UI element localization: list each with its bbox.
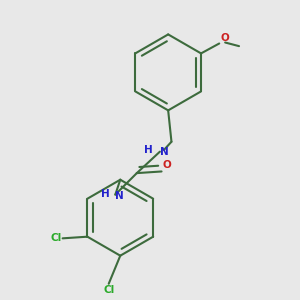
Text: Cl: Cl: [103, 285, 114, 296]
Text: O: O: [220, 32, 229, 43]
Text: H: H: [101, 189, 110, 199]
Text: O: O: [163, 160, 172, 170]
Text: N: N: [160, 147, 169, 157]
Text: H: H: [144, 145, 153, 155]
Text: Cl: Cl: [50, 233, 61, 243]
Text: N: N: [115, 190, 124, 201]
